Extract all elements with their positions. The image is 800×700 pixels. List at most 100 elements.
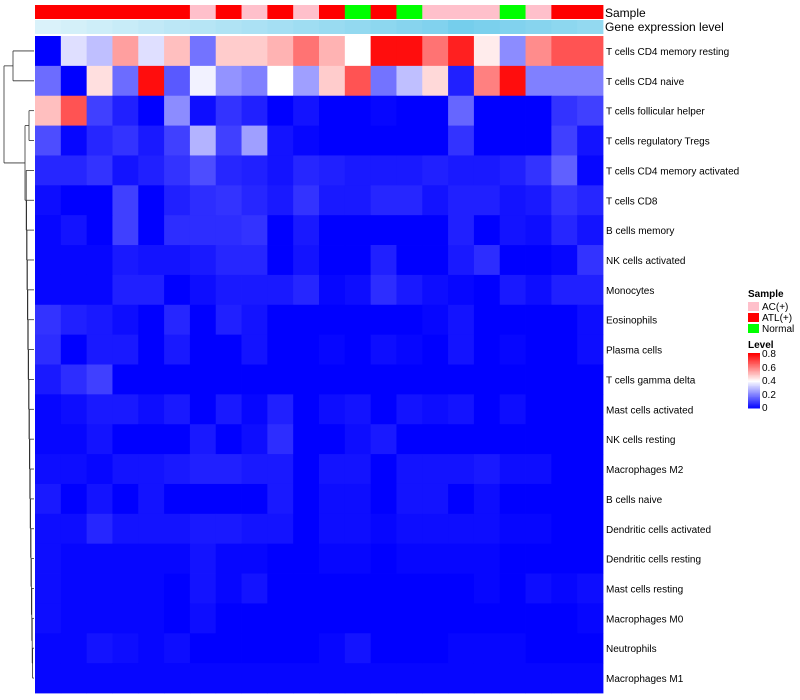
heatmap-cell-1-0 bbox=[35, 65, 62, 97]
heatmap-cell-20-12 bbox=[344, 633, 372, 664]
heatmap-cell-15-6 bbox=[189, 483, 217, 515]
colorbar-step bbox=[748, 402, 760, 405]
heatmap-cell-8-19 bbox=[525, 274, 552, 306]
heatmap-cell-3-5 bbox=[164, 125, 191, 156]
heatmap-cell-2-12 bbox=[344, 95, 372, 126]
heatmap-cell-20-20 bbox=[551, 633, 578, 664]
heatmap-cell-0-20 bbox=[551, 36, 578, 67]
heatmap-cell-0-0 bbox=[35, 36, 62, 67]
heatmap-cell-2-19 bbox=[525, 95, 552, 126]
expression-cell-13 bbox=[370, 20, 397, 34]
row-label: T cells gamma delta bbox=[606, 375, 696, 386]
heatmap-cell-9-4 bbox=[138, 304, 165, 336]
heatmap-cell-0-1 bbox=[60, 36, 88, 67]
heatmap-cell-14-6 bbox=[189, 454, 217, 485]
row-dendrogram bbox=[3, 50, 34, 679]
heatmap-cell-6-17 bbox=[473, 215, 501, 246]
legend-level-tick-2: 0.4 bbox=[762, 376, 776, 387]
heatmap-cell-2-3 bbox=[112, 95, 139, 126]
expression-cell-15 bbox=[422, 20, 449, 34]
heatmap-cell-17-13 bbox=[370, 543, 397, 574]
colorbar-step bbox=[748, 373, 760, 376]
expression-cell-9 bbox=[267, 20, 294, 34]
heatmap-cell-16-3 bbox=[112, 513, 139, 545]
heatmap-cell-3-17 bbox=[473, 125, 501, 156]
heatmap-cell-9-0 bbox=[35, 304, 62, 336]
heatmap-cell-12-10 bbox=[293, 394, 320, 425]
expression-cell-12 bbox=[344, 20, 372, 34]
heatmap-cell-8-13 bbox=[370, 274, 397, 306]
colorbar-step bbox=[748, 395, 760, 398]
heatmap-cell-12-16 bbox=[448, 394, 475, 425]
heatmap-cell-13-6 bbox=[189, 424, 217, 455]
heatmap-cell-12-7 bbox=[215, 394, 242, 425]
heatmap-cell-5-2 bbox=[86, 185, 113, 216]
sample-cell-1 bbox=[60, 5, 88, 19]
heatmap-cell-20-19 bbox=[525, 633, 552, 664]
colorbar-step bbox=[748, 392, 760, 395]
heatmap-cell-17-7 bbox=[215, 543, 242, 574]
heatmap-cell-14-5 bbox=[164, 454, 191, 485]
heatmap-cell-10-13 bbox=[370, 334, 397, 365]
colorbar-step bbox=[748, 369, 760, 372]
heatmap-cell-14-12 bbox=[344, 454, 372, 485]
heatmap-cell-8-0 bbox=[35, 274, 62, 306]
heatmap-cell-3-18 bbox=[499, 125, 526, 156]
heatmap-cell-17-1 bbox=[60, 543, 88, 574]
heatmap-cell-16-11 bbox=[319, 513, 346, 545]
heatmap-cell-17-2 bbox=[86, 543, 113, 574]
row-label: Macrophages M2 bbox=[606, 465, 684, 476]
heatmap-cell-21-17 bbox=[473, 663, 501, 694]
heatmap-cell-21-7 bbox=[215, 663, 242, 694]
heatmap-cell-10-5 bbox=[164, 334, 191, 365]
heatmap-cell-3-0 bbox=[35, 125, 62, 156]
heatmap-cell-4-0 bbox=[35, 155, 62, 186]
heatmap-cell-3-10 bbox=[293, 125, 320, 156]
heatmap-cell-0-7 bbox=[215, 36, 242, 67]
colorbar-step bbox=[748, 386, 760, 388]
heatmap-cell-17-3 bbox=[112, 543, 139, 574]
heatmap-cell-14-2 bbox=[86, 454, 113, 485]
heatmap-cell-4-19 bbox=[525, 155, 552, 186]
heatmap-cell-1-2 bbox=[86, 65, 113, 97]
heatmap-cell-12-1 bbox=[60, 394, 88, 425]
heatmap-cell-0-4 bbox=[138, 36, 165, 67]
heatmap-cell-15-7 bbox=[215, 483, 242, 515]
heatmap-cell-5-20 bbox=[551, 185, 578, 216]
heatmap-cell-16-6 bbox=[189, 513, 217, 545]
colorbar-step bbox=[748, 403, 760, 406]
colorbar-step bbox=[748, 399, 760, 402]
heatmap-cell-17-12 bbox=[344, 543, 372, 574]
row-label: Macrophages M1 bbox=[606, 674, 684, 685]
heatmap-cell-12-8 bbox=[241, 394, 268, 425]
heatmap-cell-5-19 bbox=[525, 185, 552, 216]
expression-cell-19 bbox=[525, 20, 552, 34]
heatmap-cell-13-12 bbox=[344, 424, 372, 455]
heatmap-cell-0-15 bbox=[422, 36, 449, 67]
sample-cell-16 bbox=[448, 5, 475, 19]
expression-annotation-bar bbox=[35, 20, 604, 34]
heatmap-cell-5-6 bbox=[189, 185, 217, 216]
expression-cell-6 bbox=[189, 20, 217, 34]
heatmap-cell-5-18 bbox=[499, 185, 526, 216]
heatmap-cell-7-1 bbox=[60, 245, 88, 276]
sample-cell-0 bbox=[35, 5, 62, 19]
heatmap-cell-6-13 bbox=[370, 215, 397, 246]
heatmap-cell-8-5 bbox=[164, 274, 191, 306]
heatmap-cell-14-7 bbox=[215, 454, 242, 485]
heatmap-cell-16-16 bbox=[448, 513, 475, 545]
heatmap-cell-3-19 bbox=[525, 125, 552, 156]
heatmap-cell-11-11 bbox=[319, 364, 346, 395]
colorbar-step bbox=[748, 380, 760, 383]
heatmap-cell-15-20 bbox=[551, 483, 578, 515]
heatmap-cell-12-20 bbox=[551, 394, 578, 425]
heatmap-cell-14-3 bbox=[112, 454, 139, 485]
heatmap-cell-9-9 bbox=[267, 304, 294, 336]
heatmap-cell-15-18 bbox=[499, 483, 526, 515]
sample-annotation-bar bbox=[35, 5, 604, 19]
legend-label-normal: Normal bbox=[762, 324, 794, 335]
heatmap-cell-9-3 bbox=[112, 304, 139, 336]
heatmap-cell-0-19 bbox=[525, 36, 552, 67]
heatmap-cell-5-15 bbox=[422, 185, 449, 216]
heatmap-cell-10-20 bbox=[551, 334, 578, 365]
